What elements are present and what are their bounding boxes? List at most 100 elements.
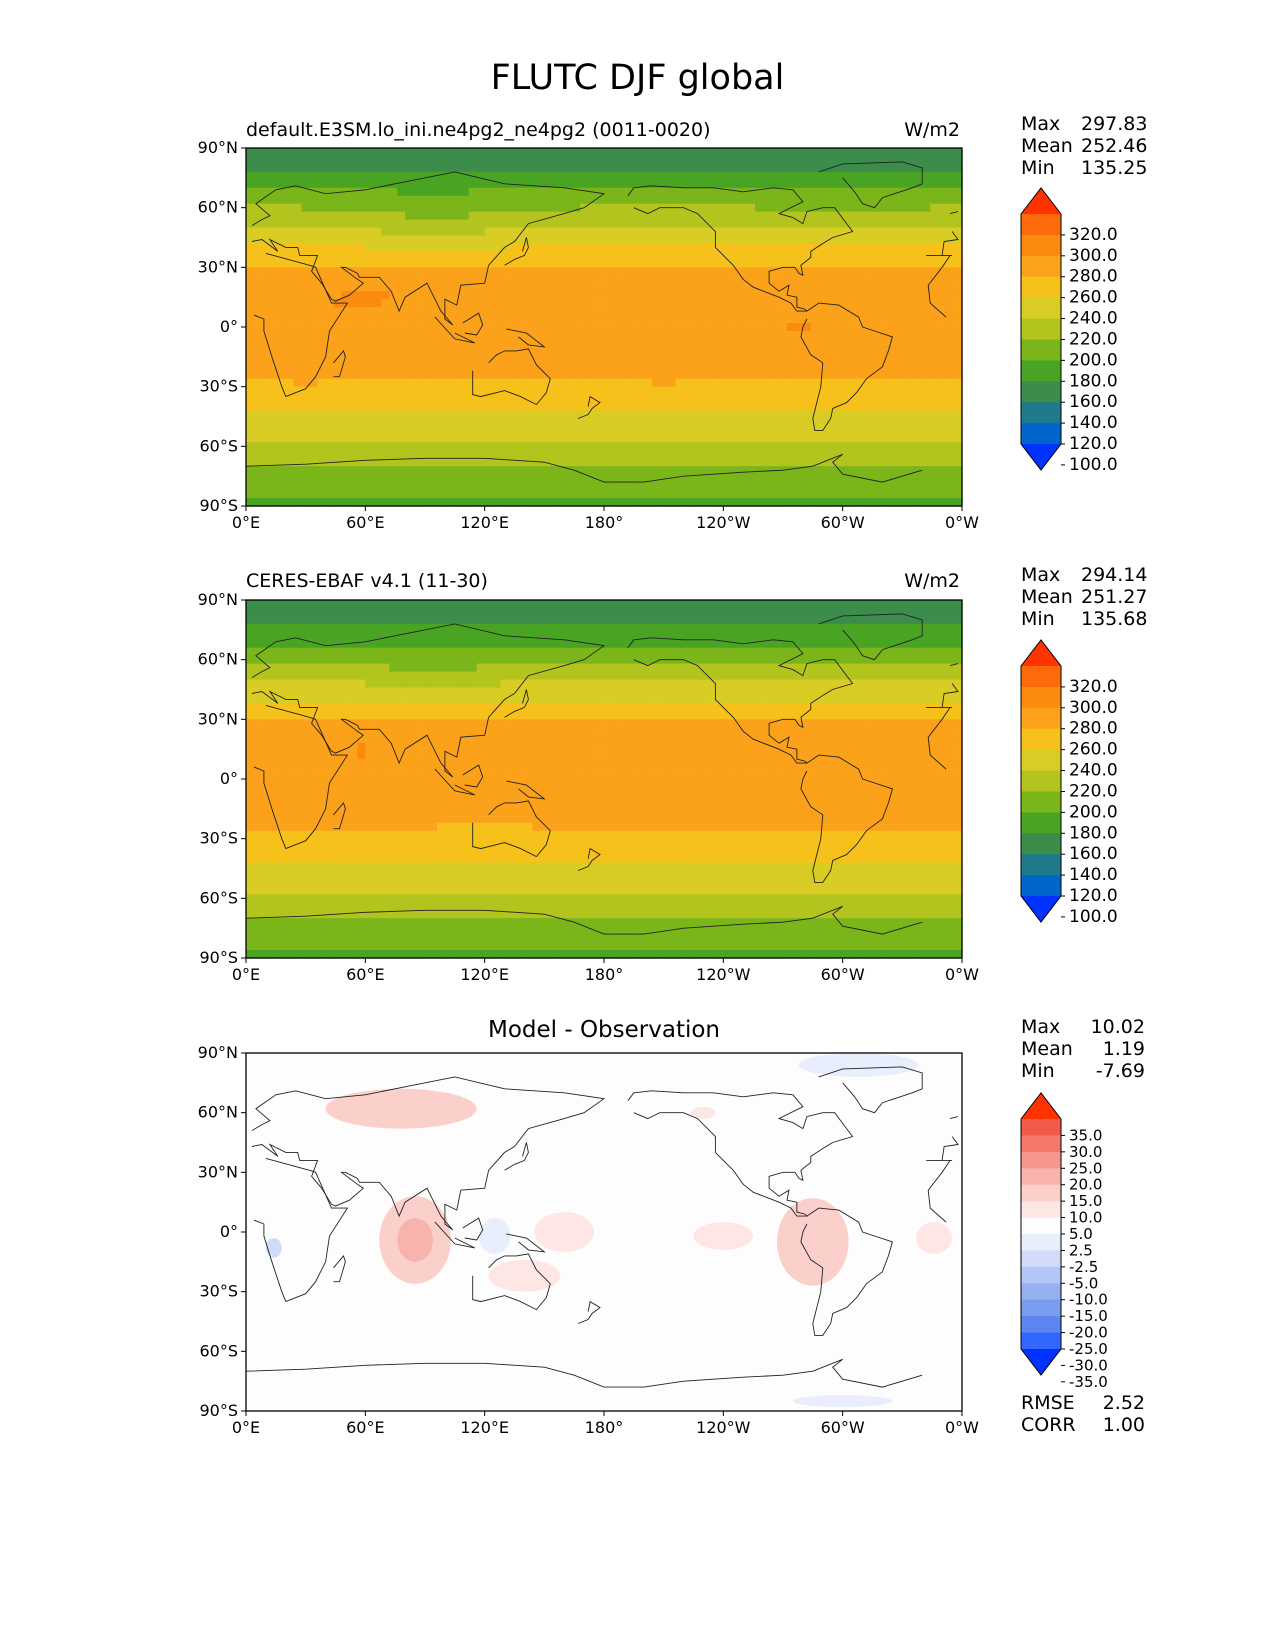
field-cell [261, 607, 271, 617]
field-cell [802, 631, 812, 641]
field-cell [683, 195, 693, 205]
field-cell [468, 671, 478, 681]
field-cell [834, 434, 844, 443]
field-cell [739, 370, 748, 380]
field-cell [413, 354, 422, 364]
field-cell [890, 251, 899, 260]
field-cell [786, 490, 796, 499]
field-cell [818, 219, 828, 229]
field-cell [357, 671, 366, 681]
field-cell [468, 647, 478, 657]
field-cell [667, 291, 677, 300]
field-cell [277, 179, 287, 189]
field-cell [747, 600, 756, 609]
field-cell [365, 402, 374, 412]
field-cell [540, 671, 549, 681]
field-cell [763, 187, 772, 197]
field-cell [476, 179, 486, 189]
field-cell [763, 378, 772, 388]
field-cell [683, 330, 693, 340]
field-cell [508, 386, 518, 396]
field-cell [413, 410, 422, 420]
field-cell [818, 671, 828, 681]
field-cell [914, 195, 923, 205]
field-cell [548, 458, 557, 467]
field-cell [500, 195, 510, 205]
field-cell [580, 378, 589, 388]
field-cell [444, 243, 454, 253]
field-cell [373, 235, 382, 245]
field-cell [428, 386, 438, 396]
field-cell [325, 647, 335, 657]
field-cell [794, 179, 804, 189]
field-cell [293, 490, 303, 499]
field-cell [810, 259, 820, 268]
field-cell [794, 283, 804, 292]
field-cell [413, 394, 422, 404]
field-cell [635, 671, 645, 681]
field-cell [643, 655, 653, 665]
field-cell [317, 291, 327, 300]
field-cell [253, 259, 263, 268]
field-cell [691, 671, 701, 681]
field-cell [898, 378, 907, 388]
field-cell [763, 482, 772, 491]
field-cell [532, 227, 541, 237]
field-cell [763, 362, 772, 372]
field-cell [580, 155, 589, 165]
field-cell [954, 458, 963, 467]
field-cell [301, 663, 311, 673]
field-cell [731, 203, 740, 213]
field-cell [906, 307, 915, 316]
field-cell [277, 195, 287, 205]
field-cell [675, 259, 685, 268]
field-cell [627, 474, 637, 483]
field-cell [826, 219, 836, 229]
field-cell [946, 346, 955, 356]
field-cell [842, 155, 852, 165]
field-cell [890, 283, 899, 292]
field-cell [707, 163, 716, 173]
field-cell [858, 354, 868, 364]
field-cell [755, 219, 764, 229]
field-cell [436, 211, 446, 221]
field-cell [611, 323, 621, 332]
field-cell [436, 155, 446, 165]
field-cell [460, 394, 470, 404]
field-cell [635, 378, 645, 388]
field-cell [357, 179, 366, 189]
x-tick-label: 120°E [460, 513, 509, 532]
field-cell [810, 370, 820, 380]
field-cell [898, 227, 907, 237]
field-cell [858, 195, 868, 205]
field-cell [659, 259, 669, 268]
field-cell [548, 663, 557, 673]
field-cell [922, 243, 931, 253]
field-cell [771, 195, 780, 205]
field-cell [914, 426, 923, 435]
field-cell [516, 267, 526, 276]
field-cell [508, 299, 518, 308]
field-cell [492, 219, 502, 229]
field-cell [786, 482, 796, 491]
field-cell [651, 195, 661, 205]
field-cell [707, 434, 716, 443]
field-cell [938, 323, 947, 332]
field-cell [954, 663, 963, 673]
field-cell [405, 450, 414, 459]
field-cell [946, 426, 955, 435]
field-cell [922, 275, 931, 284]
field-cell [866, 346, 876, 356]
field-cell [938, 466, 947, 475]
field-cell [277, 291, 287, 300]
field-cell [779, 299, 788, 308]
field-cell [850, 346, 860, 356]
field-cell [444, 362, 454, 372]
field-cell [357, 466, 366, 475]
field-cell [914, 410, 923, 420]
field-cell [421, 482, 430, 491]
field-cell [898, 362, 907, 372]
field-cell [699, 338, 709, 348]
field-cell [452, 631, 462, 641]
field-cell [818, 330, 828, 340]
